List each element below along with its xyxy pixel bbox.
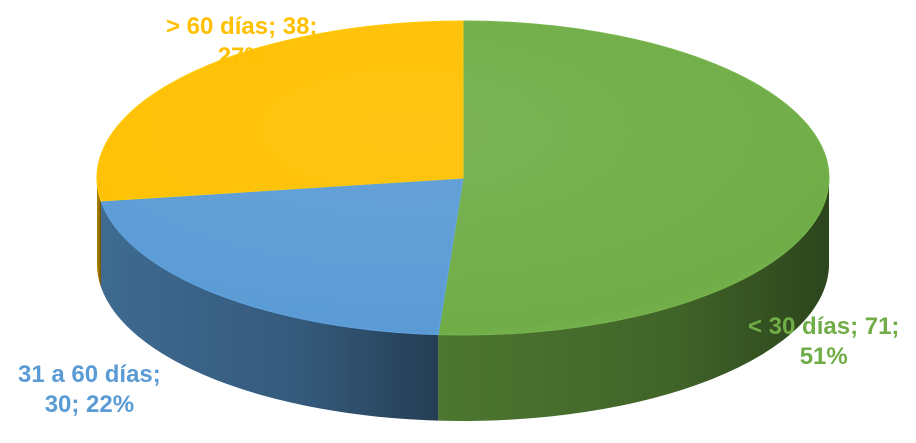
data-label-less-30-days: < 30 días; 71; 51%	[748, 313, 900, 370]
data-label-more-60-days: > 60 días; 38; 27%	[166, 13, 318, 70]
pie-slice-less-30-days-side-shading	[438, 178, 829, 421]
pie-slice-31-60-days-side-shading	[100, 200, 439, 421]
data-label-31-60-days: 31 a 60 días; 30; 22%	[18, 361, 161, 418]
